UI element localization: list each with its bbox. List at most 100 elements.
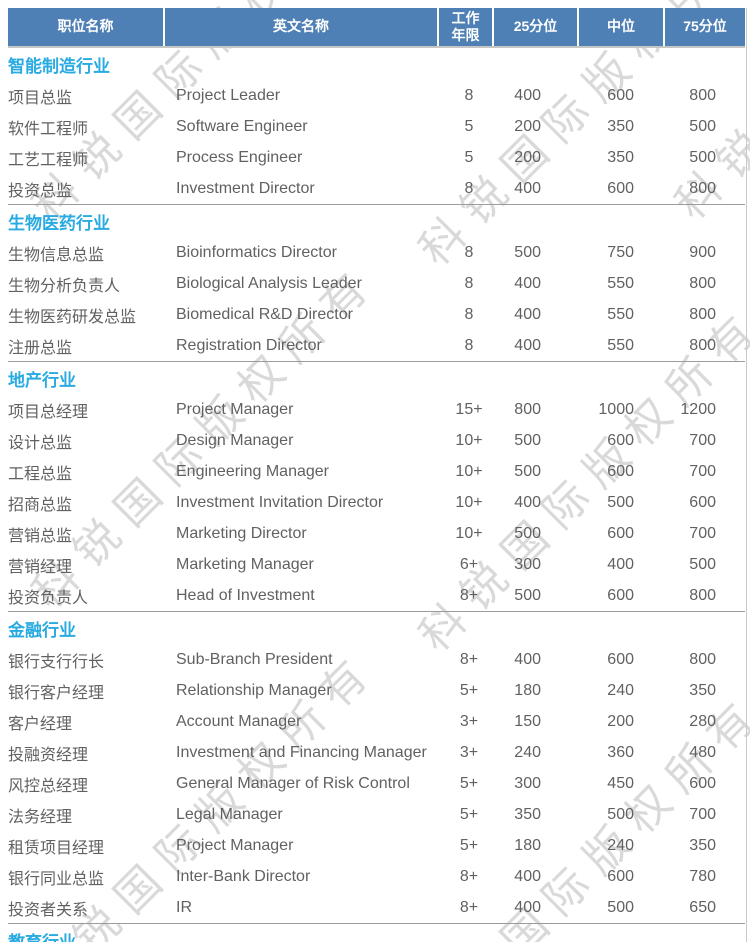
median-value: 240 xyxy=(607,681,634,699)
position-name-cn: 银行支行行长 xyxy=(8,653,105,671)
position-name-en: Registration Director xyxy=(176,336,322,354)
position-name-en: Engineering Manager xyxy=(176,462,329,480)
percentile-75-value: 800 xyxy=(689,86,716,104)
work-years-value: 8 xyxy=(464,243,474,261)
table-row: 银行客户经理 Relationship Manager 5+ 180 240 3… xyxy=(8,675,745,706)
position-name-cn: 工艺工程师 xyxy=(8,151,89,169)
median-value: 500 xyxy=(607,898,634,916)
percentile-25-value: 240 xyxy=(514,743,541,761)
percentile-25-value: 400 xyxy=(514,305,541,323)
table-row: 工艺工程师 Process Engineer 5 200 350 500 xyxy=(8,142,745,173)
percentile-25-value: 300 xyxy=(514,555,541,573)
work-years-value: 8 xyxy=(464,86,474,104)
percentile-25-value: 180 xyxy=(514,836,541,854)
page-right-border xyxy=(746,8,747,942)
median-value: 350 xyxy=(607,117,634,135)
position-name-cn: 客户经理 xyxy=(8,715,73,733)
position-name-cn: 租赁项目经理 xyxy=(8,839,105,857)
industry-section-title: 教育行业 xyxy=(8,929,745,942)
percentile-75-value: 650 xyxy=(689,898,716,916)
table-row: 租赁项目经理 Project Manager 5+ 180 240 350 xyxy=(8,830,745,861)
position-name-en: Software Engineer xyxy=(176,117,308,135)
industry-section-rows: 生物信息总监 Bioinformatics Director 8 500 750… xyxy=(8,237,745,361)
table-row: 生物信息总监 Bioinformatics Director 8 500 750… xyxy=(8,237,745,268)
work-years-value: 8 xyxy=(464,336,474,354)
position-name-cn: 投资者关系 xyxy=(8,901,89,919)
position-name-en: Investment and Financing Manager xyxy=(176,743,427,761)
percentile-25-value: 400 xyxy=(514,274,541,292)
percentile-25-value: 500 xyxy=(514,431,541,449)
industry-section: 生物医药行业 生物信息总监 Bioinformatics Director 8 … xyxy=(8,205,745,362)
column-header-median: 中位 xyxy=(577,8,663,46)
median-value: 400 xyxy=(607,555,634,573)
position-name-en: Head of Investment xyxy=(176,586,315,604)
work-years-value: 3+ xyxy=(459,712,479,730)
industry-section-title: 地产行业 xyxy=(8,371,76,390)
position-name-cn: 设计总监 xyxy=(8,434,73,452)
table-row: 风控总经理 General Manager of Risk Control 5+… xyxy=(8,768,745,799)
percentile-75-value: 600 xyxy=(689,774,716,792)
median-value: 1000 xyxy=(598,400,634,418)
position-name-cn: 生物医药研发总监 xyxy=(8,308,137,326)
percentile-75-value: 700 xyxy=(689,431,716,449)
work-years-value: 8 xyxy=(464,179,474,197)
work-years-value: 8+ xyxy=(459,586,479,604)
percentile-25-value: 150 xyxy=(514,712,541,730)
percentile-75-value: 800 xyxy=(689,586,716,604)
work-years-value: 10+ xyxy=(455,524,483,542)
percentile-75-value: 500 xyxy=(689,148,716,166)
percentile-75-value: 780 xyxy=(689,867,716,885)
median-value: 600 xyxy=(607,650,634,668)
position-name-en: Account Manager xyxy=(176,712,302,730)
median-value: 550 xyxy=(607,336,634,354)
table-row: 银行同业总监 Inter-Bank Director 8+ 400 600 78… xyxy=(8,861,745,892)
percentile-25-value: 300 xyxy=(514,774,541,792)
percentile-25-value: 400 xyxy=(514,898,541,916)
position-name-en: Investment Invitation Director xyxy=(176,493,384,511)
work-years-value: 10+ xyxy=(455,493,483,511)
work-years-value: 10+ xyxy=(455,431,483,449)
position-name-en: Project Leader xyxy=(176,86,281,104)
work-years-value: 8 xyxy=(464,274,474,292)
industry-section-rows: 银行支行行长 Sub-Branch President 8+ 400 600 8… xyxy=(8,644,745,923)
column-header-work-years: 工作年限 xyxy=(437,8,492,46)
table-row: 项目总监 Project Leader 8 400 600 800 xyxy=(8,80,745,111)
median-value: 360 xyxy=(607,743,634,761)
position-name-en: General Manager of Risk Control xyxy=(176,774,410,792)
median-value: 240 xyxy=(607,836,634,854)
table-row: 客户经理 Account Manager 3+ 150 200 280 xyxy=(8,706,745,737)
percentile-75-value: 600 xyxy=(689,493,716,511)
median-value: 550 xyxy=(607,305,634,323)
table-row: 投资者关系 IR 8+ 400 500 650 xyxy=(8,892,745,923)
work-years-value: 5+ xyxy=(459,805,479,823)
industry-section-title: 生物医药行业 xyxy=(8,214,110,233)
percentile-25-value: 350 xyxy=(514,805,541,823)
median-value: 600 xyxy=(607,431,634,449)
column-header-percentile-75: 75分位 xyxy=(663,8,745,46)
percentile-25-value: 400 xyxy=(514,86,541,104)
table-row: 投资总监 Investment Director 8 400 600 800 xyxy=(8,173,745,204)
work-years-value: 6+ xyxy=(459,555,479,573)
position-name-cn: 法务经理 xyxy=(8,808,73,826)
position-name-cn: 招商总监 xyxy=(8,496,73,514)
percentile-75-value: 500 xyxy=(689,117,716,135)
percentile-75-value: 350 xyxy=(689,836,716,854)
work-years-value: 5 xyxy=(464,148,474,166)
percentile-75-value: 800 xyxy=(689,336,716,354)
percentile-25-value: 500 xyxy=(514,524,541,542)
percentile-25-value: 400 xyxy=(514,650,541,668)
table-header-row: 职位名称 英文名称 工作年限 25分位 中位 75分位 xyxy=(8,8,745,48)
percentile-25-value: 800 xyxy=(514,400,541,418)
median-value: 600 xyxy=(607,524,634,542)
position-name-en: Design Manager xyxy=(176,431,294,449)
median-value: 600 xyxy=(607,179,634,197)
percentile-25-value: 180 xyxy=(514,681,541,699)
work-years-value: 5 xyxy=(464,117,474,135)
percentile-75-value: 700 xyxy=(689,462,716,480)
position-name-en: Bioinformatics Director xyxy=(176,243,337,261)
position-name-en: Marketing Director xyxy=(176,524,307,542)
position-name-en: Inter-Bank Director xyxy=(176,867,311,885)
median-value: 350 xyxy=(607,148,634,166)
